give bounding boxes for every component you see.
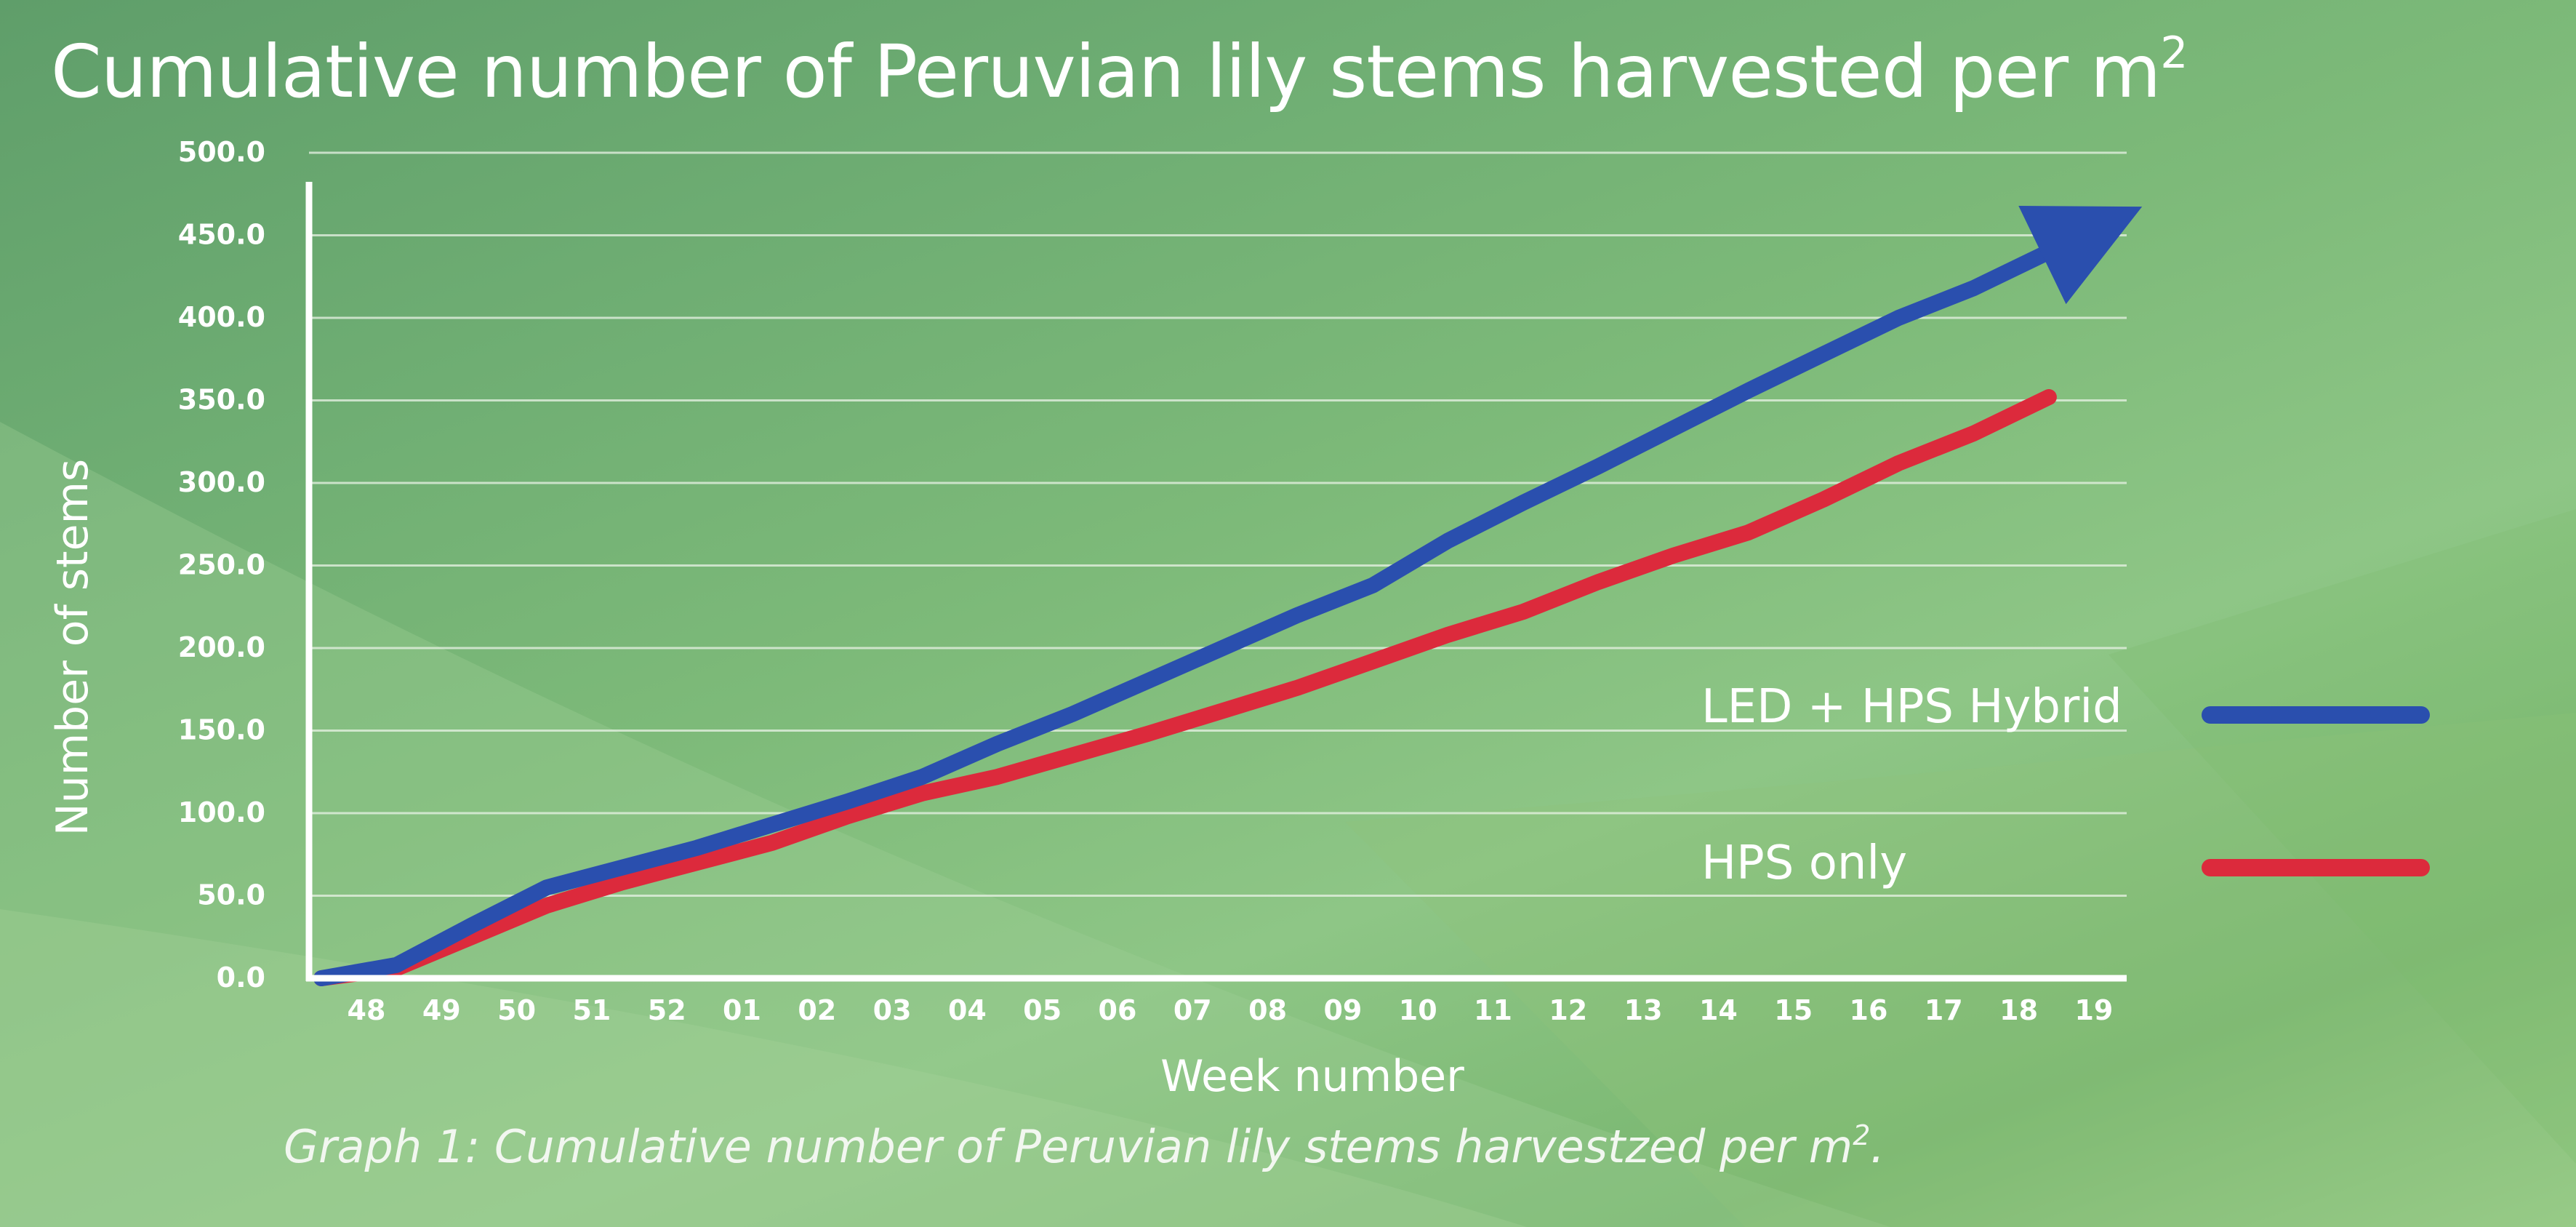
axes — [305, 182, 2127, 982]
legend-label-hps-only: HPS only — [1701, 836, 1908, 890]
x-tick-label: 01 — [723, 994, 761, 1026]
arrow-head-icon — [2018, 206, 2143, 305]
x-tick-label: 12 — [1549, 994, 1587, 1026]
series-line-hps-only — [313, 389, 2057, 986]
y-tick-label: 300.0 — [178, 466, 265, 498]
y-tick-label: 0.0 — [217, 962, 265, 994]
x-tick-label: 51 — [572, 994, 611, 1026]
y-tick-label: 400.0 — [178, 301, 265, 333]
x-tick-label: 13 — [1624, 994, 1663, 1026]
y-tick-label: 50.0 — [197, 879, 265, 911]
x-tick-label: 18 — [1999, 994, 2038, 1026]
x-tick-label: 19 — [2074, 994, 2113, 1026]
x-axis-ticks: 48 49 50 51 52 01 02 03 04 05 06 07 08 09 10 11 12 13 14 15… — [348, 994, 2114, 1026]
x-tick-label: 04 — [948, 994, 987, 1026]
x-tick-label: 03 — [873, 994, 912, 1026]
y-tick-label: 500.0 — [178, 136, 265, 168]
y-tick-label: 250.0 — [178, 549, 265, 581]
x-tick-label: 52 — [648, 994, 686, 1026]
legend-label-led-hps-hybrid: LED + HPS Hybrid — [1701, 680, 2122, 734]
x-tick-label: 50 — [497, 994, 536, 1026]
x-tick-label: 05 — [1023, 994, 1062, 1026]
x-tick-label: 06 — [1099, 994, 1137, 1026]
y-axis-ticks: 0.0 50.0 100.0 150.0 200.0 250.0 300.0 350.0 400… — [178, 136, 265, 994]
x-tick-label: 15 — [1774, 994, 1813, 1026]
x-tick-label: 14 — [1699, 994, 1738, 1026]
x-tick-label: 49 — [422, 994, 461, 1026]
chart-caption: Graph 1: Cumulative number of Peruvian l… — [284, 1119, 1885, 1173]
y-tick-label: 200.0 — [178, 631, 265, 663]
x-tick-label: 07 — [1173, 994, 1212, 1026]
y-axis-label: Number of stems — [47, 458, 98, 836]
x-tick-label: 17 — [1925, 994, 1963, 1026]
series-lines — [313, 206, 2143, 986]
x-tick-label: 16 — [1850, 994, 1888, 1026]
x-tick-label: 48 — [348, 994, 386, 1026]
y-tick-label: 450.0 — [178, 219, 265, 251]
x-tick-label: 10 — [1399, 994, 1437, 1026]
x-tick-label: 02 — [798, 994, 836, 1026]
x-axis-label: Week number — [1160, 1051, 1464, 1102]
x-tick-label: 11 — [1474, 994, 1512, 1026]
y-tick-label: 350.0 — [178, 384, 265, 416]
series-line-led-hps-hybrid — [313, 244, 2057, 986]
x-tick-label: 08 — [1248, 994, 1287, 1026]
y-tick-label: 100.0 — [178, 796, 265, 828]
chart-title: Cumulative number of Peruvian lily stems… — [51, 28, 2188, 114]
y-tick-label: 150.0 — [178, 714, 265, 746]
x-tick-label: 09 — [1323, 994, 1362, 1026]
gridlines — [309, 151, 2127, 897]
legend-swatches — [2202, 706, 2430, 876]
